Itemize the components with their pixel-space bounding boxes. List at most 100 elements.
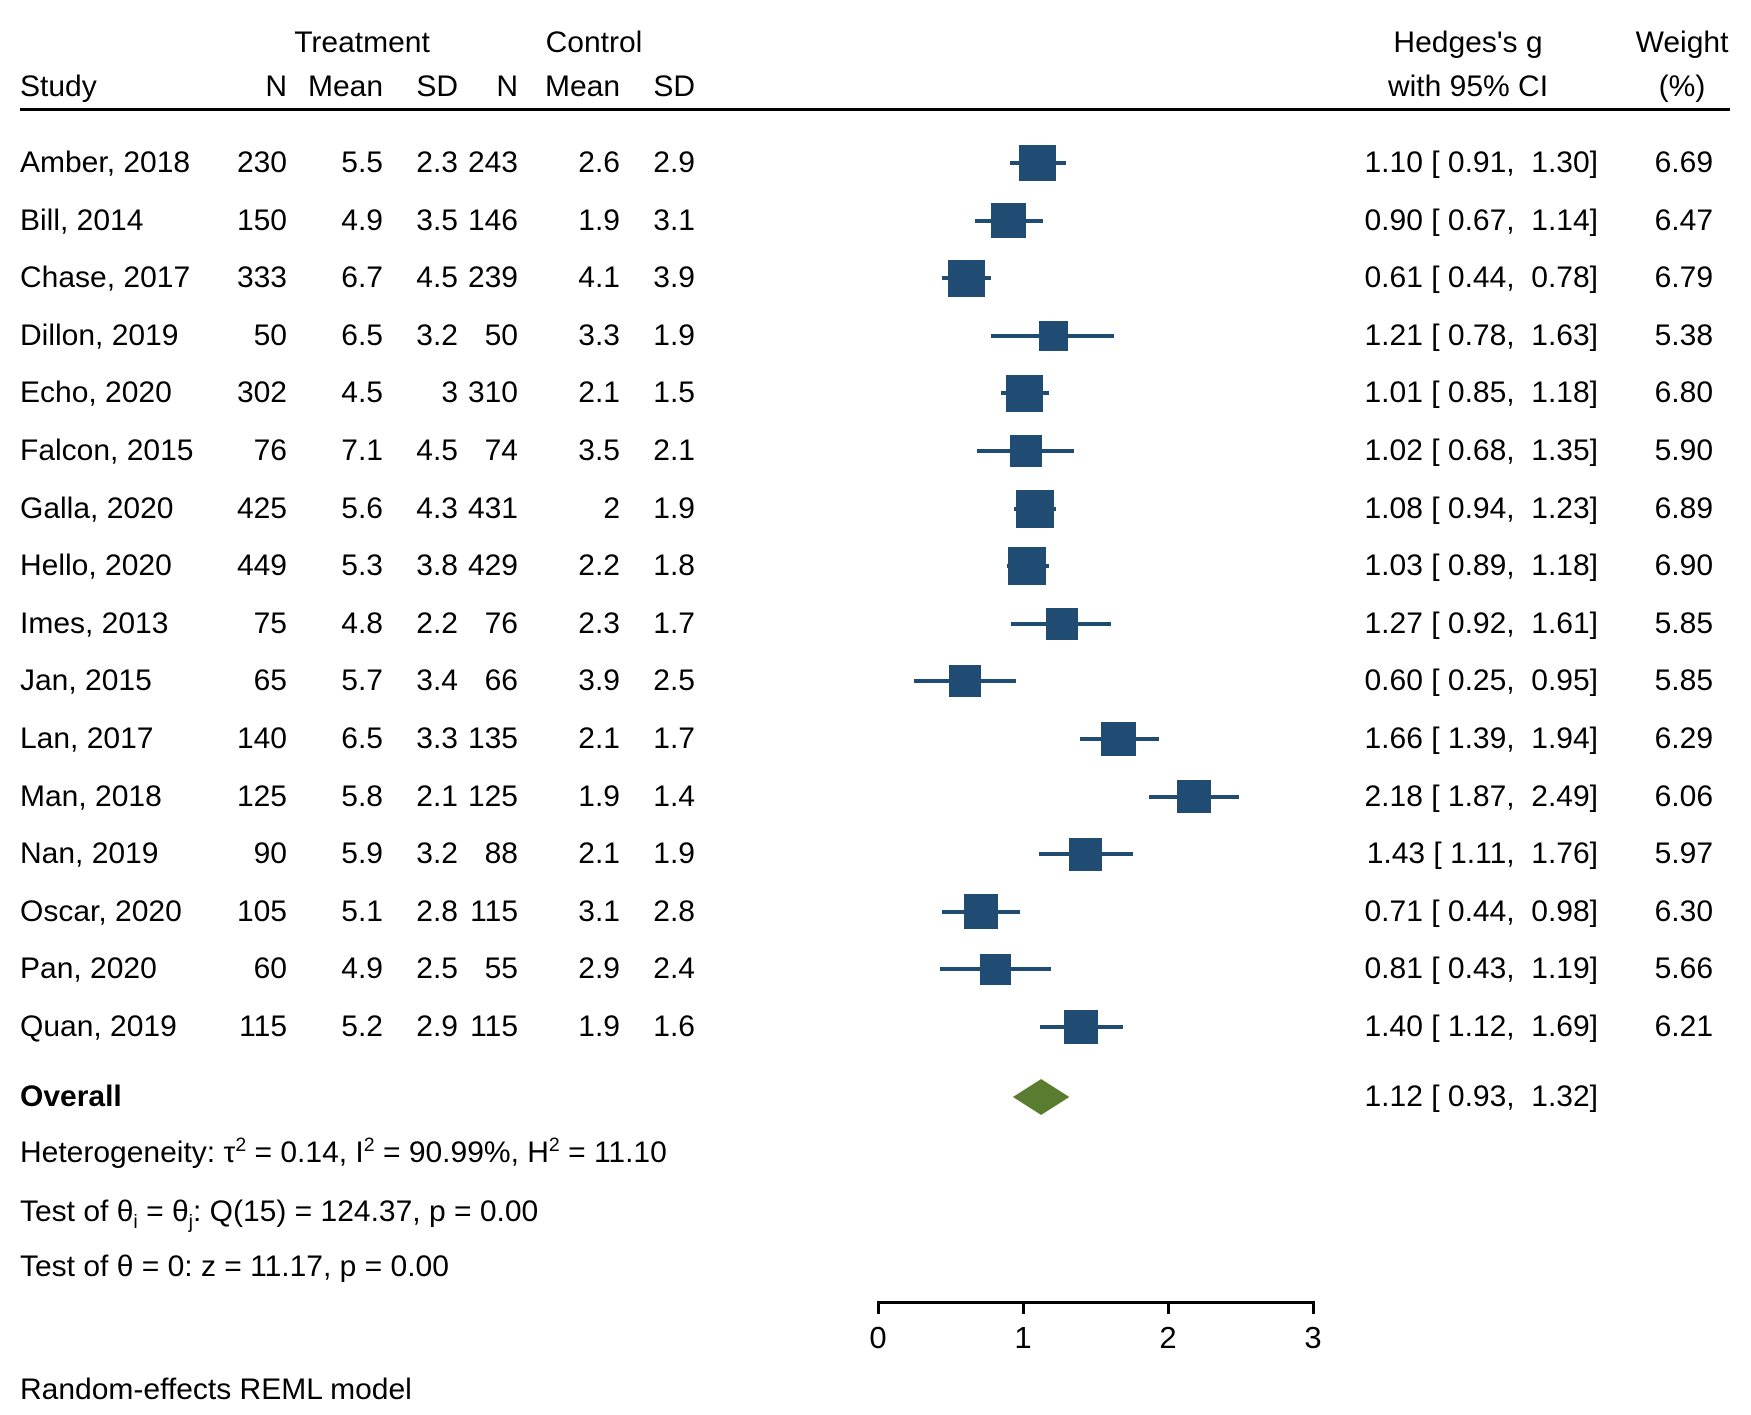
cell-c_n: 74: [484, 433, 518, 467]
cell-c_sd: 3.1: [653, 203, 695, 237]
weight-text: 5.66: [1654, 952, 1713, 986]
weight-text: 5.85: [1654, 606, 1713, 640]
cell-t_sd: 3.8: [416, 548, 458, 582]
weight-text: 6.69: [1654, 145, 1713, 179]
cell-c_mean: 3.1: [578, 894, 620, 928]
effect-size-header-line1: Hedges's g: [1393, 25, 1543, 59]
cell-t_sd: 2.9: [416, 1009, 458, 1043]
study-label: Dillon, 2019: [20, 318, 179, 352]
cell-c_n: 429: [467, 548, 518, 582]
cell-t_n: 125: [236, 779, 287, 813]
cell-t_n: 140: [236, 721, 287, 755]
axis-tick: [876, 1301, 880, 1314]
es-ci-text: 1.66 [ 1.39, 1.94]: [1364, 721, 1598, 755]
effect-size-header-line2: with 95% CI: [1387, 69, 1549, 103]
cell-t_mean: 5.9: [341, 836, 383, 870]
overall-label: Overall: [20, 1079, 122, 1113]
cell-c_n: 115: [470, 1009, 518, 1043]
axis-tick: [1021, 1301, 1025, 1314]
cell-c_mean: 2.9: [578, 952, 620, 986]
cell-c_sd: 1.4: [653, 779, 695, 813]
cell-t_sd: 2.5: [416, 952, 458, 986]
cell-t_mean: 5.2: [341, 1009, 383, 1043]
weight-text: 6.89: [1654, 491, 1713, 525]
cell-t_n: 75: [253, 606, 287, 640]
cell-c_n: 88: [484, 836, 518, 870]
es-ci-text: 1.10 [ 0.91, 1.30]: [1364, 145, 1598, 179]
overall-es-text: 1.12 [ 0.93, 1.32]: [1364, 1079, 1598, 1113]
control-n-header: N: [496, 69, 518, 103]
cell-c_n: 115: [470, 894, 518, 928]
axis-tick-label: 0: [869, 1320, 887, 1356]
study-label: Echo, 2020: [20, 376, 172, 410]
cell-c_mean: 2.1: [578, 836, 620, 870]
cell-t_mean: 5.6: [341, 491, 383, 525]
study-label: Nan, 2019: [20, 836, 159, 870]
effect-square: [990, 202, 1027, 239]
cell-c_n: 310: [467, 376, 518, 410]
weight-header-line1: Weight: [1635, 25, 1729, 59]
model-footnote: Random-effects REML model: [20, 1372, 412, 1406]
cell-t_mean: 7.1: [341, 433, 383, 467]
cell-t_sd: 3.4: [416, 664, 458, 698]
weight-text: 5.97: [1654, 836, 1713, 870]
es-ci-text: 1.02 [ 0.68, 1.35]: [1364, 433, 1598, 467]
cell-c_n: 55: [484, 952, 518, 986]
weight-text: 6.29: [1654, 721, 1713, 755]
effect-square: [947, 259, 986, 297]
cell-c_sd: 2.9: [653, 145, 695, 179]
cell-t_sd: 3.2: [416, 836, 458, 870]
cell-c_sd: 1.7: [653, 606, 695, 640]
cell-c_sd: 1.9: [653, 318, 695, 352]
cell-t_n: 333: [236, 260, 287, 294]
cell-c_sd: 2.5: [653, 664, 695, 698]
es-ci-text: 0.60 [ 0.25, 0.95]: [1364, 664, 1598, 698]
cell-c_sd: 1.7: [653, 721, 695, 755]
cell-t_mean: 5.8: [341, 779, 383, 813]
axis-tick: [1166, 1301, 1170, 1314]
cell-c_mean: 2.6: [578, 145, 620, 179]
effect-square: [1009, 434, 1043, 468]
study-label: Imes, 2013: [20, 606, 169, 640]
cell-c_sd: 1.5: [653, 376, 695, 410]
cell-c_sd: 1.9: [653, 836, 695, 870]
treatment-group-header: Treatment: [294, 25, 430, 59]
cell-t_n: 150: [236, 203, 287, 237]
cell-t_n: 76: [253, 433, 287, 467]
test-q-stats: Test of θi = θj: Q(15) = 124.37, p = 0.0…: [20, 1194, 539, 1233]
cell-t_sd: 3.3: [416, 721, 458, 755]
cell-t_n: 230: [236, 145, 287, 179]
es-ci-text: 2.18 [ 1.87, 2.49]: [1364, 779, 1598, 813]
cell-c_mean: 2.1: [578, 376, 620, 410]
cell-c_mean: 2.2: [578, 548, 620, 582]
effect-square: [1038, 321, 1069, 351]
cell-t_n: 90: [253, 836, 287, 870]
cell-c_n: 125: [467, 779, 518, 813]
cell-t_n: 105: [236, 894, 287, 928]
cell-t_mean: 4.8: [341, 606, 383, 640]
cell-c_sd: 2.1: [653, 433, 695, 467]
cell-c_sd: 3.9: [653, 260, 695, 294]
cell-t_mean: 5.5: [341, 145, 383, 179]
weight-text: 6.80: [1654, 376, 1713, 410]
study-label: Oscar, 2020: [20, 894, 182, 928]
effect-square: [948, 665, 982, 698]
weight-text: 5.90: [1654, 433, 1713, 467]
effect-square: [1063, 1009, 1099, 1045]
axis-tick: [1311, 1301, 1315, 1314]
axis-tick-label: 2: [1159, 1320, 1177, 1356]
cell-c_mean: 4.1: [578, 260, 620, 294]
cell-c_mean: 3.9: [578, 664, 620, 698]
cell-t_mean: 4.5: [341, 376, 383, 410]
axis-line: [878, 1301, 1313, 1304]
cell-c_n: 243: [467, 145, 518, 179]
study-label: Hello, 2020: [20, 548, 172, 582]
cell-c_n: 431: [467, 491, 518, 525]
es-ci-text: 1.40 [ 1.12, 1.69]: [1364, 1009, 1598, 1043]
effect-square: [1068, 837, 1102, 871]
cell-c_n: 66: [484, 664, 518, 698]
cell-t_mean: 5.1: [341, 894, 383, 928]
effect-square: [1177, 779, 1211, 814]
study-column-header: Study: [20, 69, 97, 103]
cell-c_mean: 3.3: [578, 318, 620, 352]
